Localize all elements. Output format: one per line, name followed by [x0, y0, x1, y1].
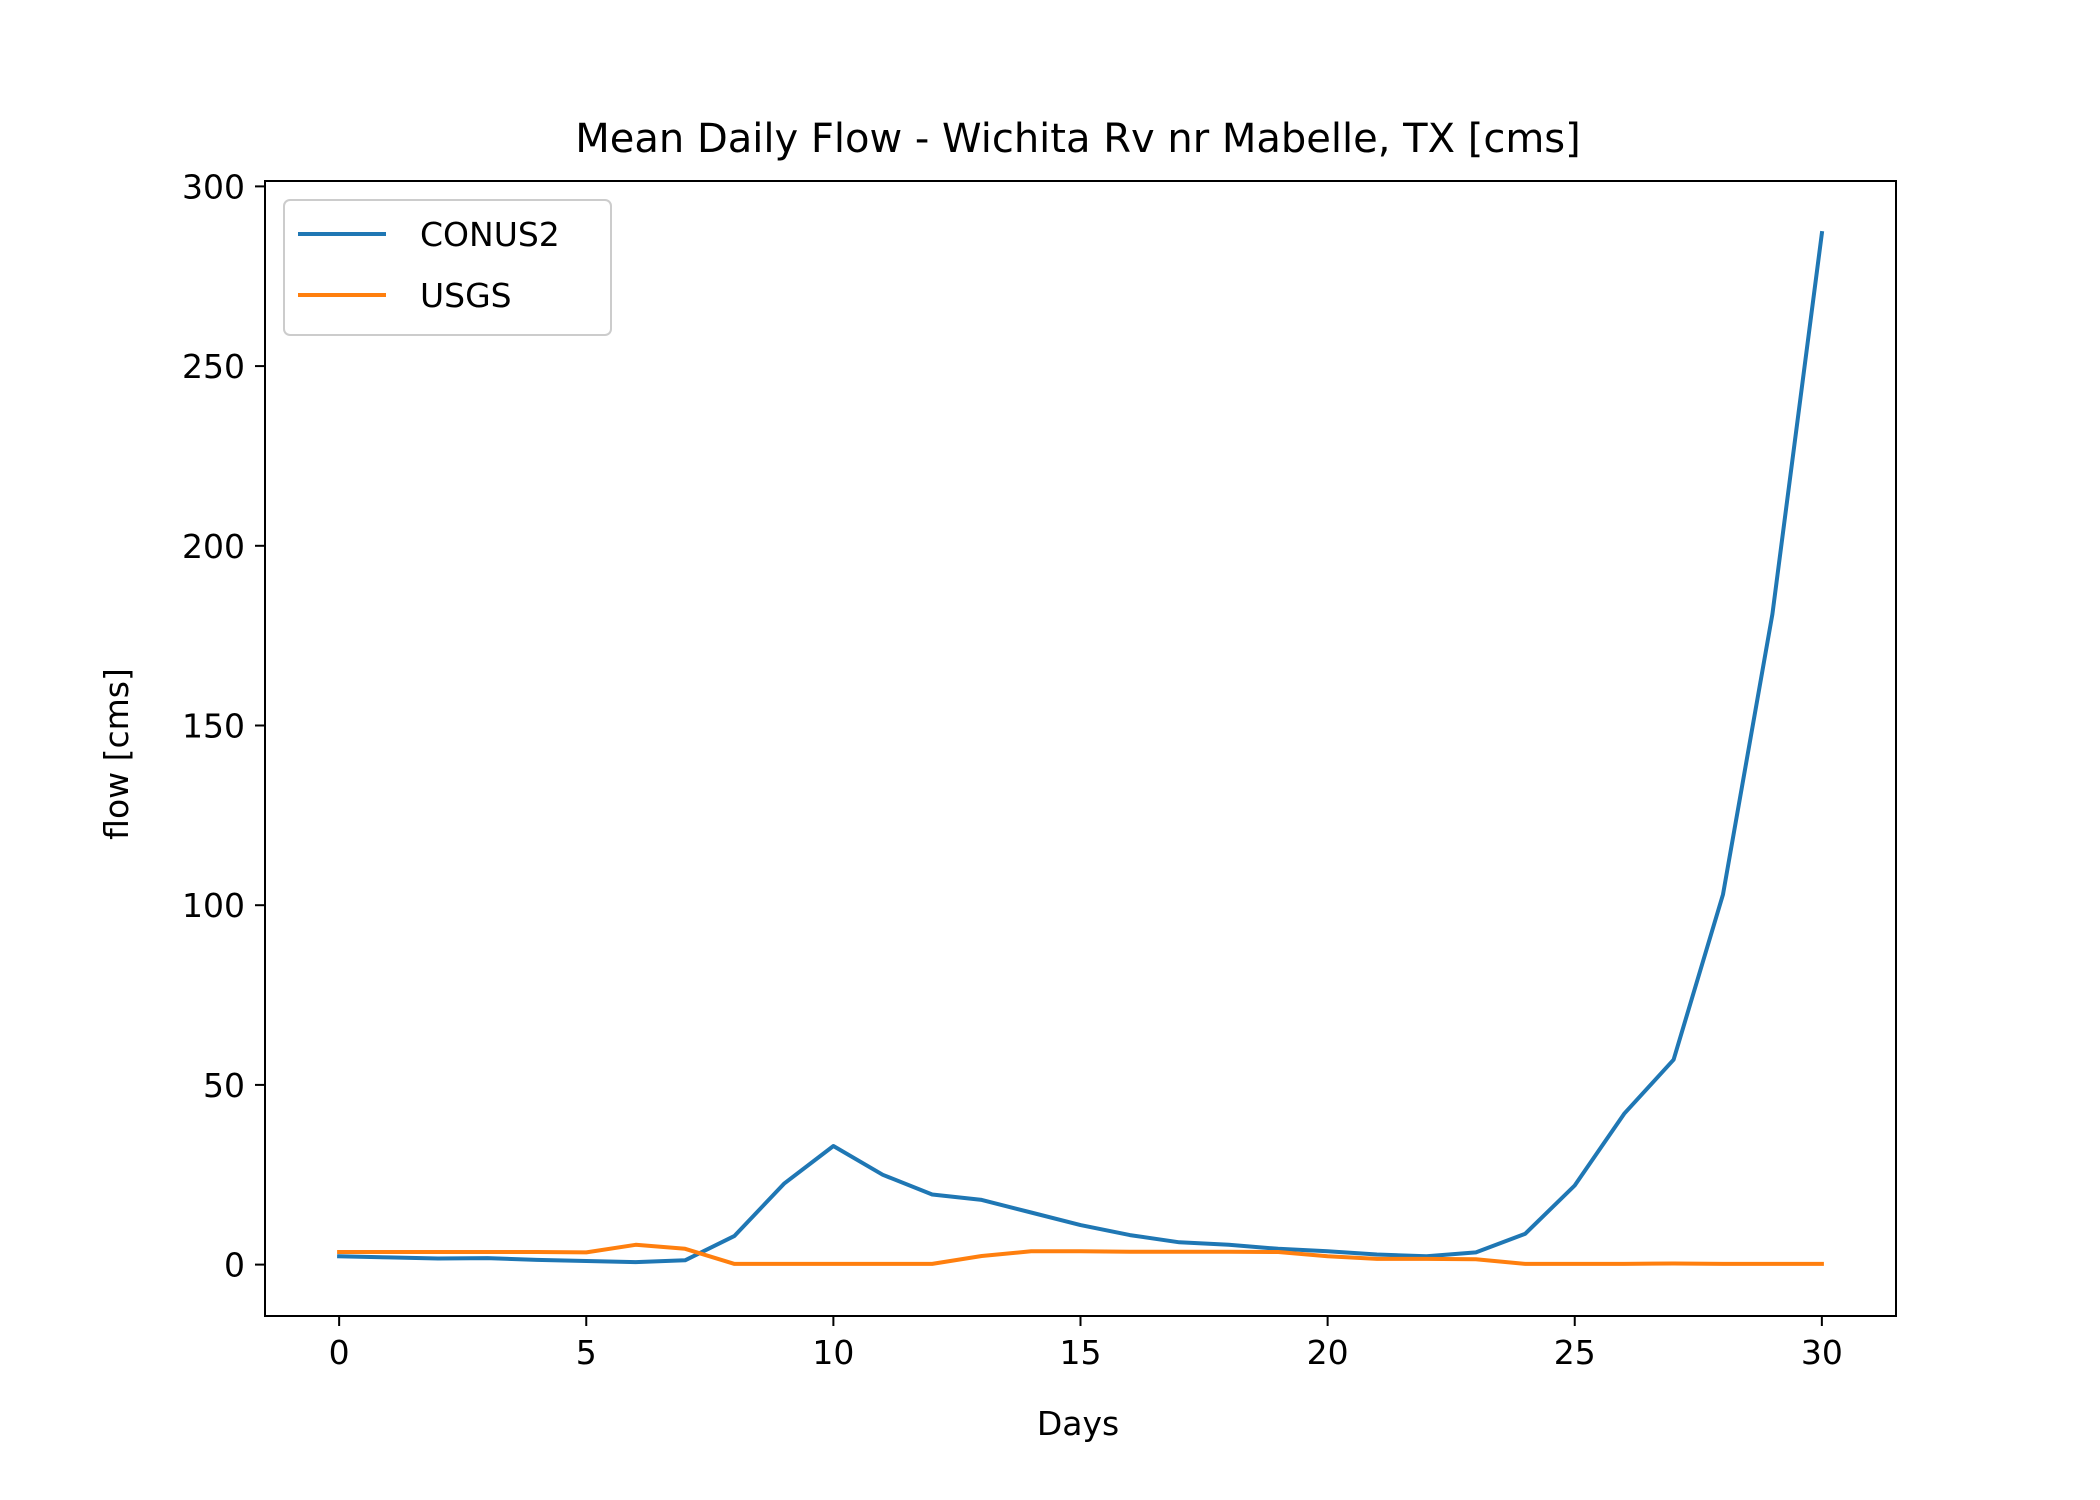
legend-label-conus2: CONUS2 — [420, 215, 560, 254]
y-tick-label: 200 — [182, 527, 245, 566]
y-tick-label: 0 — [224, 1246, 245, 1285]
plot-frame — [264, 180, 1897, 1317]
x-axis-ticks: 0 5 10 15 20 25 30 — [329, 1316, 1843, 1372]
plot-area — [337, 230, 1825, 1266]
x-tick-label: 30 — [1801, 1333, 1843, 1372]
x-tick-label: 15 — [1060, 1333, 1102, 1372]
legend: CONUS2 USGS — [283, 199, 612, 336]
y-axis-label: flow [cms] — [97, 668, 136, 840]
x-tick-label: 10 — [812, 1333, 854, 1372]
series-line-conus2 — [337, 230, 1825, 1265]
series-line-usgs — [337, 1242, 1824, 1266]
y-tick-label: 300 — [182, 167, 245, 206]
y-tick-label: 250 — [182, 347, 245, 386]
y-tick-label: 50 — [203, 1066, 245, 1105]
y-axis-ticks: 0 50 100 150 200 250 300 — [182, 167, 265, 1285]
x-axis-label: Days — [1037, 1404, 1119, 1443]
legend-label-usgs: USGS — [420, 276, 512, 315]
x-tick-label: 25 — [1554, 1333, 1596, 1372]
chart-title: Mean Daily Flow - Wichita Rv nr Mabelle,… — [575, 116, 1581, 162]
x-tick-label: 20 — [1307, 1333, 1349, 1372]
x-tick-label: 0 — [329, 1333, 350, 1372]
x-tick-label: 5 — [576, 1333, 597, 1372]
y-tick-label: 150 — [182, 706, 245, 745]
y-tick-label: 100 — [182, 886, 245, 925]
